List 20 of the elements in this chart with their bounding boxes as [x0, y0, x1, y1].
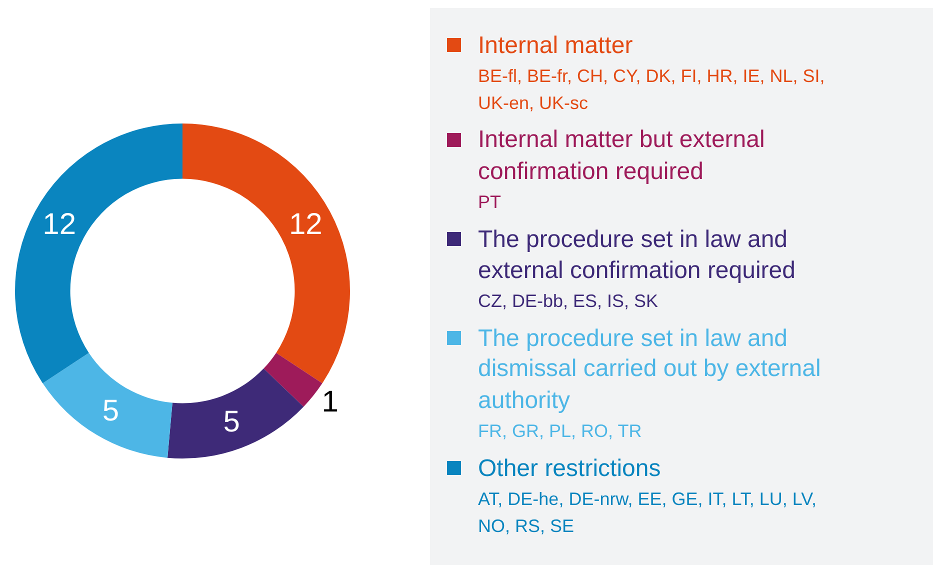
text: AT, DE-he, DE-nrw, EE, GE, IT, LT, LU, LV, NO, RS, SE: [478, 489, 816, 536]
legend-label: Internal matter: [478, 32, 633, 59]
data-label: 5: [102, 394, 120, 428]
legend-label: The procedure set in law and dismissal carried out by external authority: [478, 325, 821, 414]
donut-slice: [42, 352, 172, 458]
text: CZ, DE-bb, ES, IS, SK: [478, 291, 658, 311]
data-label: 1: [322, 385, 338, 418]
donut-slice: [15, 124, 182, 384]
donut-slice: [167, 368, 304, 458]
legend-label: Internal matter but external confirmation required: [478, 126, 765, 185]
data-label: 5: [223, 405, 240, 438]
donut-slice: [264, 352, 322, 407]
legend-label: The procedure set in law and external confirmation required: [478, 226, 796, 284]
legend-label: Other restrictions: [478, 455, 661, 482]
donut-slice: [182, 124, 350, 384]
data-label: 12: [42, 208, 76, 242]
data-label: 12: [288, 208, 322, 242]
text: BE-fl, BE-fr, CH, CY, DK, FI, HR, IE, NL, SI, UK-en, UK-sc: [478, 66, 825, 113]
text: PT: [478, 192, 502, 212]
text: FR, GR, PL, RO, TR: [478, 421, 642, 441]
